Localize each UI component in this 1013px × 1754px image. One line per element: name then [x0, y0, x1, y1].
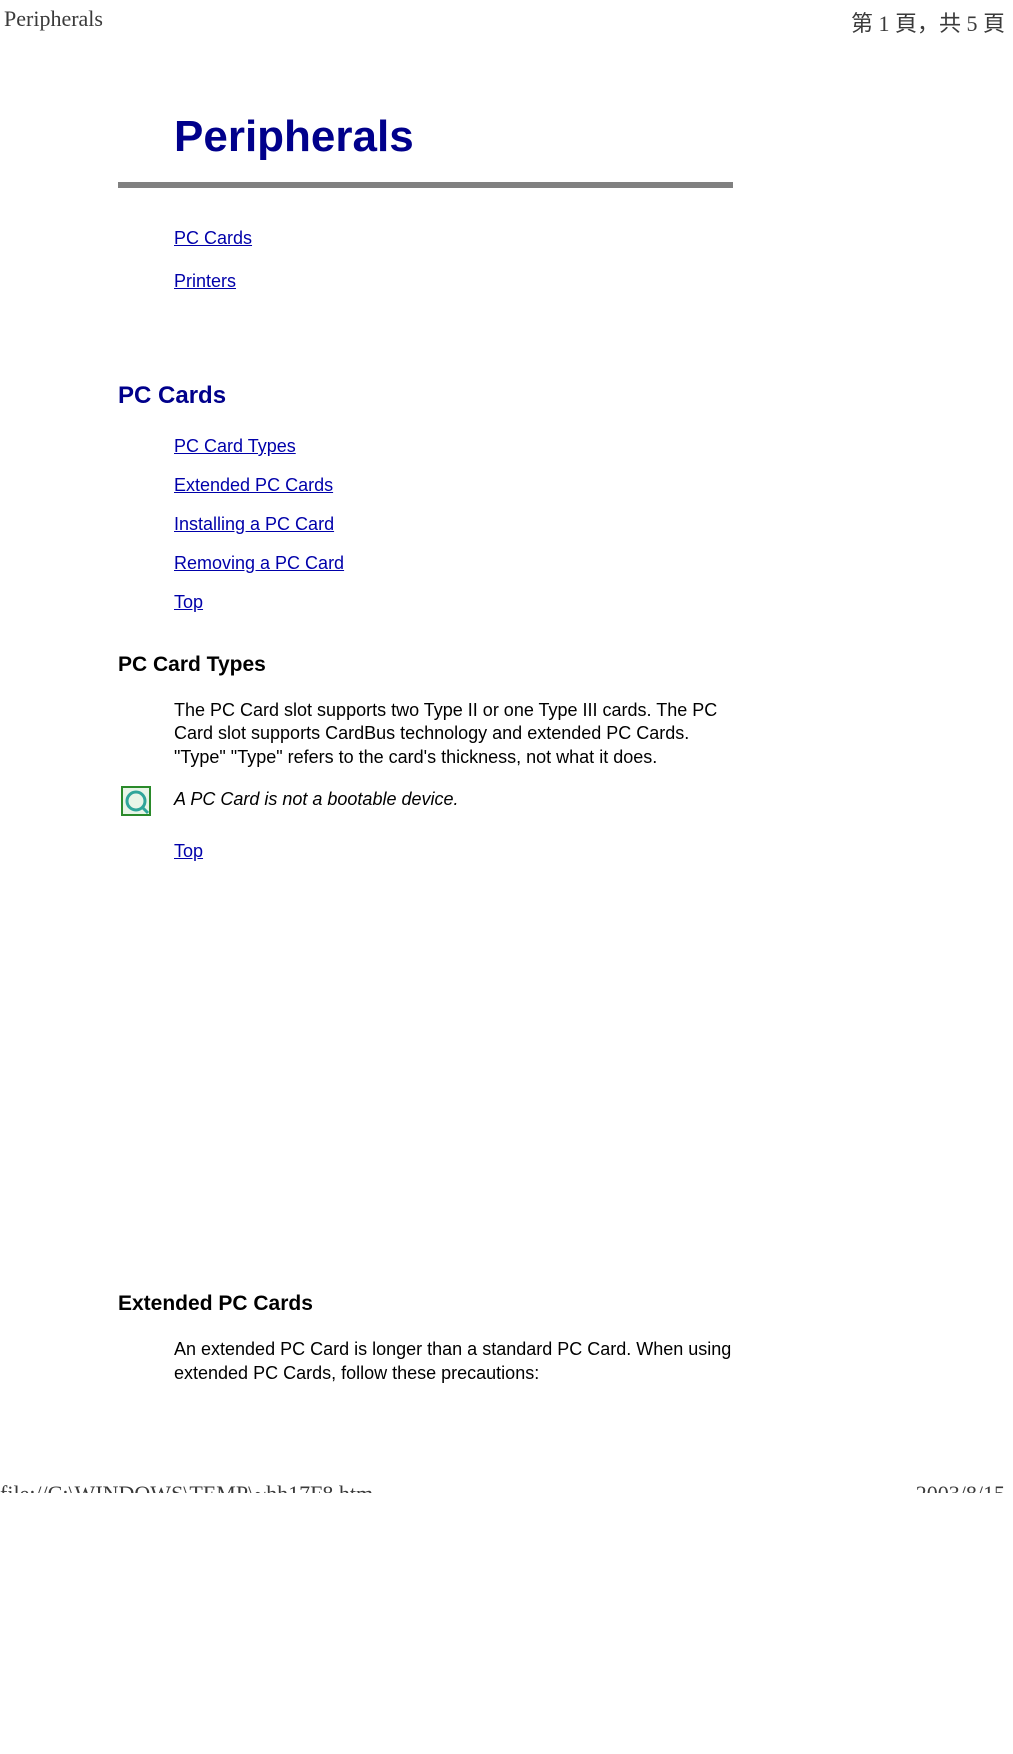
- spacer: [118, 882, 733, 1292]
- note-row: A PC Card is not a bootable device.: [120, 789, 733, 817]
- header-right: 第 1 頁，共 5 頁: [851, 6, 1005, 38]
- pc-cards-sub-toc: PC Card Types Extended PC Cards Installi…: [174, 436, 733, 613]
- pc-card-types-body: The PC Card slot supports two Type II or…: [174, 699, 733, 769]
- note-text: A PC Card is not a bootable device.: [174, 789, 459, 810]
- top-link[interactable]: Top: [174, 841, 203, 862]
- footer-right: 2003/8/15: [916, 1481, 1005, 1493]
- extended-pc-cards-body: An extended PC Card is longer than a sta…: [174, 1338, 733, 1385]
- subheading-extended-pc-cards: Extended PC Cards: [118, 1292, 733, 1316]
- print-footer: file://C:\WINDOWS\TEMP\~hh17F8.htm 2003/…: [0, 1475, 1013, 1493]
- subtoc-link-removing-pc-card[interactable]: Removing a PC Card: [174, 553, 344, 574]
- header-left: Peripherals: [4, 6, 103, 38]
- print-header: Peripherals 第 1 頁，共 5 頁: [0, 0, 1013, 42]
- subheading-pc-card-types: PC Card Types: [118, 653, 733, 677]
- toc-link-printers[interactable]: Printers: [174, 271, 236, 292]
- subtoc-link-top[interactable]: Top: [174, 592, 203, 613]
- title-rule: [118, 182, 733, 188]
- subtoc-link-extended-pc-cards[interactable]: Extended PC Cards: [174, 475, 333, 496]
- section-heading-pc-cards: PC Cards: [118, 382, 733, 410]
- page-title: Peripherals: [174, 112, 733, 162]
- footer-left: file://C:\WINDOWS\TEMP\~hh17F8.htm: [0, 1481, 373, 1493]
- subtoc-link-installing-pc-card[interactable]: Installing a PC Card: [174, 514, 334, 535]
- content: Peripherals PC Cards Printers PC Cards P…: [0, 112, 1013, 1385]
- subtoc-link-pc-card-types[interactable]: PC Card Types: [174, 436, 296, 457]
- note-icon: [120, 785, 152, 817]
- toc-link-pc-cards[interactable]: PC Cards: [174, 228, 252, 249]
- top-toc: PC Cards Printers: [174, 228, 733, 292]
